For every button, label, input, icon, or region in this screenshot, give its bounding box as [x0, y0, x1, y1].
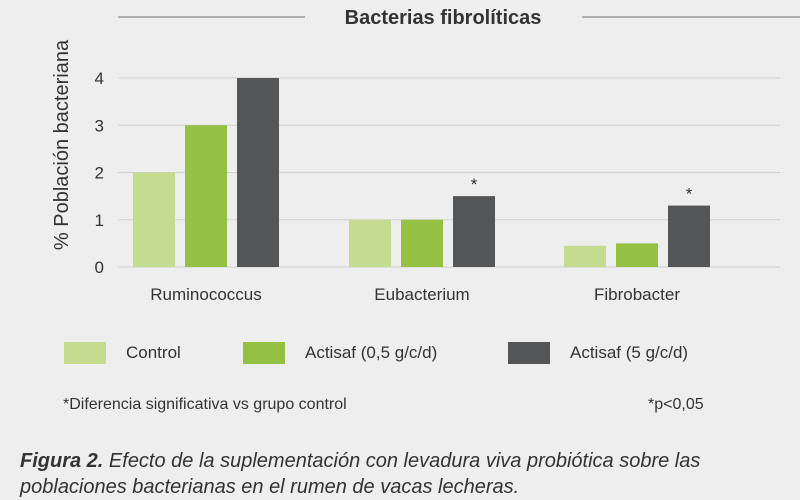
caption-label: Figura 2. — [20, 450, 104, 472]
chart-title: Bacterias fibrolíticas — [345, 7, 542, 29]
legend-item-actisaf-high: Actisaf (5 g/c/d) — [508, 342, 688, 364]
bar-fibrobacter-series-0 — [564, 245, 606, 267]
category-label-fibrobacter: Fibrobacter — [594, 285, 680, 304]
bar-fibrobacter-series-2 — [668, 205, 710, 267]
legend-swatch-actisaf-high — [508, 342, 550, 364]
y-tick-label-0: 0 — [95, 258, 104, 277]
significance-marker-eubacterium: * — [471, 175, 478, 194]
significance-marker-fibrobacter: * — [686, 185, 693, 204]
p-value-note: *p<0,05 — [648, 396, 704, 413]
bar-fibrobacter-series-1 — [616, 243, 658, 267]
legend-label-actisaf-high: Actisaf (5 g/c/d) — [570, 343, 689, 362]
significance-markers: * * — [471, 175, 693, 203]
caption-text: Efecto de la suplementación con levadura… — [20, 450, 701, 498]
category-label-eubacterium: Eubacterium — [374, 285, 469, 304]
legend-item-actisaf-low: Actisaf (0,5 g/c/d) — [243, 342, 437, 364]
y-tick-label-4: 4 — [95, 69, 104, 88]
legend-item-control: Control — [64, 342, 181, 364]
y-tick-label-3: 3 — [95, 116, 104, 135]
x-axis-categories: Ruminococcus Eubacterium Fibrobacter — [150, 285, 680, 304]
legend-label-actisaf-low: Actisaf (0,5 g/c/d) — [305, 343, 438, 362]
category-label-ruminococcus: Ruminococcus — [150, 285, 262, 304]
bar-ruminococcus-series-2 — [237, 78, 279, 267]
y-tick-label-1: 1 — [95, 211, 104, 230]
legend-swatch-control — [64, 342, 106, 364]
legend-swatch-actisaf-low — [243, 342, 285, 364]
y-axis-title: % Población bacteriana — [51, 39, 73, 250]
bar-eubacterium-series-0 — [349, 219, 391, 267]
significance-note: *Diferencia significativa vs grupo contr… — [63, 396, 347, 413]
bar-ruminococcus-series-0 — [133, 172, 175, 267]
gridlines — [118, 77, 780, 268]
bar-eubacterium-series-2 — [453, 196, 495, 267]
legend-label-control: Control — [126, 343, 181, 362]
figure-caption: Figura 2. Efecto de la suplementación co… — [20, 448, 795, 500]
bar-eubacterium-series-1 — [401, 219, 443, 267]
y-axis-ticks: 0 1 2 3 4 — [95, 69, 104, 277]
bar-ruminococcus-series-1 — [185, 125, 227, 267]
legend: Control Actisaf (0,5 g/c/d) Actisaf (5 g… — [0, 342, 800, 370]
bar-chart: Bacterias fibrolíticas % Población bacte… — [51, 7, 800, 304]
bars — [133, 78, 710, 267]
y-tick-label-2: 2 — [95, 164, 104, 183]
